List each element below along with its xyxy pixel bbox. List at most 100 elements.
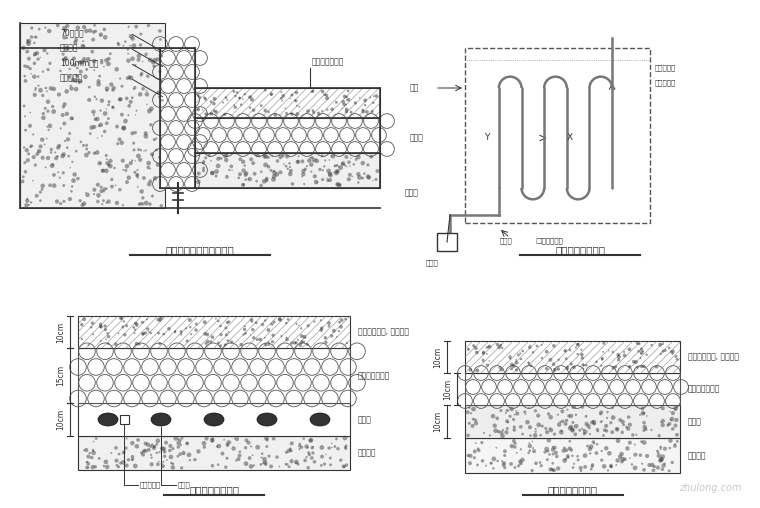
Point	[201, 337, 214, 345]
Point	[286, 439, 298, 448]
Point	[290, 88, 302, 97]
Point	[111, 122, 123, 131]
Point	[78, 446, 90, 454]
Point	[80, 188, 92, 197]
Point	[129, 129, 141, 137]
Point	[169, 434, 182, 442]
Point	[616, 418, 629, 426]
Point	[462, 345, 474, 354]
Point	[597, 431, 610, 439]
Point	[59, 26, 71, 35]
Point	[568, 403, 580, 411]
Point	[141, 87, 153, 95]
Point	[101, 463, 113, 471]
Point	[340, 100, 352, 108]
Point	[129, 168, 141, 176]
Point	[552, 410, 564, 419]
Point	[638, 409, 650, 417]
Point	[37, 68, 49, 76]
Point	[251, 177, 263, 185]
Point	[564, 444, 576, 453]
Point	[353, 170, 365, 178]
Point	[113, 135, 125, 143]
Point	[504, 412, 516, 421]
Point	[303, 156, 315, 165]
Point	[131, 183, 144, 191]
Point	[117, 42, 129, 50]
Point	[520, 410, 532, 418]
Point	[345, 154, 357, 163]
Point	[48, 85, 60, 93]
Point	[551, 452, 563, 460]
Point	[629, 451, 641, 459]
Point	[145, 451, 157, 459]
Point	[549, 443, 561, 452]
Point	[134, 155, 146, 164]
Bar	[465, 373, 680, 405]
Point	[532, 411, 544, 420]
Point	[68, 176, 80, 184]
Point	[230, 103, 242, 111]
Point	[154, 339, 166, 347]
Point	[124, 73, 136, 81]
Point	[261, 434, 273, 442]
Point	[578, 430, 591, 438]
Point	[214, 341, 226, 350]
Point	[135, 70, 147, 78]
Point	[173, 435, 185, 443]
Point	[622, 413, 635, 421]
Point	[496, 366, 508, 374]
Point	[55, 67, 67, 75]
Point	[340, 441, 352, 450]
Point	[142, 21, 154, 29]
Point	[576, 354, 588, 362]
Point	[268, 172, 280, 180]
Point	[140, 439, 152, 448]
Point	[566, 426, 578, 434]
Point	[572, 456, 584, 464]
Point	[361, 108, 373, 116]
Point	[343, 158, 355, 166]
Point	[131, 107, 143, 115]
Point	[203, 151, 215, 160]
Point	[159, 452, 171, 460]
Point	[508, 362, 520, 370]
Point	[245, 316, 258, 324]
Point	[508, 443, 521, 451]
Point	[93, 77, 105, 85]
Point	[120, 166, 132, 174]
Point	[46, 145, 58, 153]
Point	[258, 334, 271, 342]
Point	[657, 453, 669, 461]
Point	[76, 321, 88, 329]
Point	[83, 148, 95, 156]
Point	[657, 347, 669, 356]
Point	[95, 337, 107, 345]
Point	[27, 177, 39, 185]
Point	[169, 327, 181, 335]
Point	[42, 107, 54, 115]
Point	[594, 410, 606, 418]
Point	[32, 73, 44, 81]
Point	[229, 434, 241, 442]
Point	[207, 435, 219, 443]
Point	[469, 448, 481, 456]
Point	[34, 86, 46, 94]
Point	[301, 340, 313, 348]
Point	[212, 162, 224, 170]
Point	[19, 72, 31, 80]
Point	[125, 159, 137, 167]
Point	[265, 90, 277, 99]
Point	[547, 466, 559, 474]
Point	[231, 435, 243, 443]
Point	[499, 409, 511, 417]
Point	[562, 452, 574, 460]
Point	[60, 44, 72, 52]
Point	[194, 93, 206, 102]
Point	[199, 95, 211, 103]
Point	[181, 337, 193, 345]
Point	[657, 417, 669, 425]
Point	[641, 412, 653, 420]
Point	[135, 200, 147, 208]
Point	[147, 192, 159, 200]
